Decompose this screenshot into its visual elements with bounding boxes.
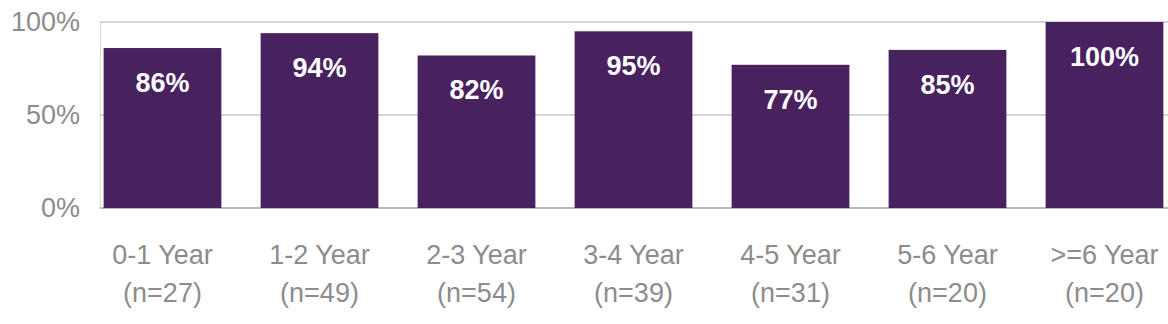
y-tick: 100% (11, 7, 100, 37)
chart: 0% 50% 100% 86% 94% 82% 95% 77% 85% 100% 0-1 Year (… (0, 0, 1168, 324)
x-tick-label: 2-3 Year (n=54) (426, 240, 527, 308)
x-tick-label-line: 3-4 Year (583, 240, 684, 270)
x-tick-label: 4-5 Year (n=31) (740, 240, 841, 308)
y-axis: 0% 50% 100% (11, 7, 101, 223)
x-tick-label-line: (n=20) (1065, 278, 1144, 308)
x-axis: 0-1 Year (n=27) 1-2 Year (n=49) 2-3 Year (n=5… (112, 240, 1158, 308)
data-label: 95% (606, 51, 660, 81)
bars (104, 22, 1164, 208)
x-tick-label-line: 5-6 Year (897, 240, 998, 270)
bar (418, 55, 536, 208)
y-tick: 50% (26, 100, 100, 130)
x-tick-label-line: >=6 Year (1050, 240, 1158, 270)
x-tick-label-line: 0-1 Year (112, 240, 213, 270)
bar (104, 48, 222, 208)
bar (1046, 22, 1164, 208)
bar (889, 50, 1007, 208)
x-tick-label: 0-1 Year (n=27) (112, 240, 213, 308)
bar (732, 65, 850, 208)
y-tick-label: 0% (41, 193, 80, 223)
data-label: 94% (292, 53, 346, 83)
x-tick-label-line: (n=31) (751, 278, 830, 308)
x-tick-label-line: 2-3 Year (426, 240, 527, 270)
grid (100, 22, 1168, 208)
x-tick-label: 3-4 Year (n=39) (583, 240, 684, 308)
x-tick-label-line: 1-2 Year (269, 240, 370, 270)
data-label: 100% (1070, 42, 1139, 72)
x-tick-label-line: (n=20) (908, 278, 987, 308)
data-label: 85% (920, 70, 974, 100)
bar (575, 31, 693, 208)
y-axis-line (100, 23, 101, 209)
x-tick-label-line: (n=27) (123, 278, 202, 308)
data-label: 77% (763, 85, 817, 115)
x-tick-label: 1-2 Year (n=49) (269, 240, 370, 308)
x-tick-label-line: (n=39) (594, 278, 673, 308)
grid-line (100, 21, 1168, 23)
data-labels: 86% 94% 82% 95% 77% 85% 100% (135, 42, 1139, 115)
x-tick-label: >=6 Year (n=20) (1050, 240, 1158, 308)
y-tick-label: 50% (26, 100, 80, 130)
y-tick: 0% (41, 193, 100, 223)
bar (261, 33, 379, 208)
y-tick-label: 100% (11, 7, 80, 37)
data-label: 86% (135, 68, 189, 98)
x-tick-label-line: (n=49) (280, 278, 359, 308)
x-tick-label-line: (n=54) (437, 278, 516, 308)
x-tick-label-line: 4-5 Year (740, 240, 841, 270)
data-label: 82% (449, 75, 503, 105)
x-tick-label: 5-6 Year (n=20) (897, 240, 998, 308)
